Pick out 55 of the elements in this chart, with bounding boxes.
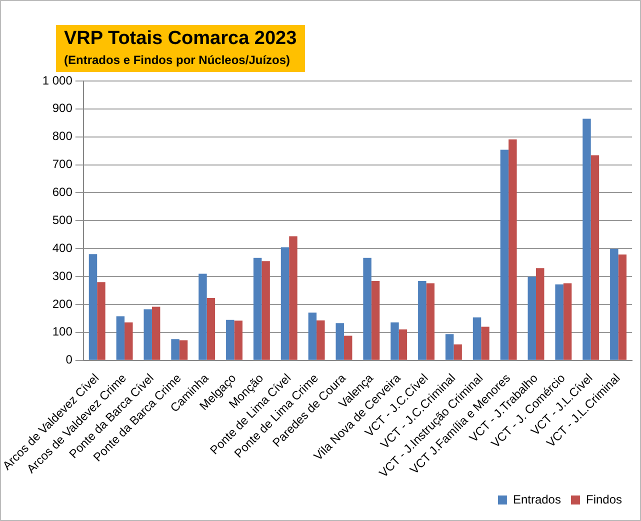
bar xyxy=(179,340,188,360)
bar xyxy=(618,254,627,360)
y-tick-label: 200 xyxy=(52,296,73,311)
bar xyxy=(418,281,426,360)
bar xyxy=(536,268,544,360)
y-tick-label: 400 xyxy=(52,240,73,255)
bar xyxy=(426,283,434,360)
bar xyxy=(390,322,399,360)
bar xyxy=(289,236,298,360)
bar xyxy=(206,298,216,360)
legend-label: Entrados xyxy=(512,492,561,506)
y-tick-label: 300 xyxy=(52,268,73,283)
bar xyxy=(97,282,106,360)
bar xyxy=(316,320,325,360)
bar xyxy=(582,118,591,360)
bar xyxy=(445,334,454,360)
y-tick-label: 600 xyxy=(52,185,73,200)
bar xyxy=(472,317,482,360)
chart-subtitle: (Entrados e Findos por Núcleos/Juízos) xyxy=(64,53,292,67)
bar xyxy=(398,329,408,360)
bar xyxy=(152,306,160,360)
bar xyxy=(124,322,133,360)
y-tick-label: 100 xyxy=(52,324,73,339)
bar xyxy=(563,283,572,360)
bar xyxy=(371,281,380,360)
legend-label: Findos xyxy=(586,492,622,506)
bar xyxy=(508,139,517,360)
bar xyxy=(171,339,180,360)
bar xyxy=(500,150,509,360)
bar xyxy=(610,248,618,360)
bar xyxy=(198,274,207,360)
bar xyxy=(336,323,344,360)
bar xyxy=(363,258,372,360)
y-tick-label: 700 xyxy=(52,157,73,172)
bar xyxy=(226,320,234,360)
bar xyxy=(590,155,600,360)
bar xyxy=(528,276,536,360)
y-tick-label: 1 000 xyxy=(42,73,73,88)
y-tick-label: 0 xyxy=(66,352,73,367)
y-tick-label: 500 xyxy=(52,212,73,227)
bar xyxy=(253,258,262,360)
bar xyxy=(144,309,152,360)
bar xyxy=(308,312,317,360)
bar xyxy=(481,326,490,360)
bar xyxy=(454,344,462,360)
bar xyxy=(234,320,242,360)
bar xyxy=(280,247,290,360)
y-tick-label: 800 xyxy=(52,129,73,144)
bar xyxy=(88,254,98,360)
bar xyxy=(555,284,564,360)
bar xyxy=(262,261,270,360)
bar xyxy=(116,316,125,360)
bar xyxy=(344,336,352,360)
chart-title: VRP Totais Comarca 2023 xyxy=(64,28,297,50)
y-tick-label: 900 xyxy=(52,101,73,116)
